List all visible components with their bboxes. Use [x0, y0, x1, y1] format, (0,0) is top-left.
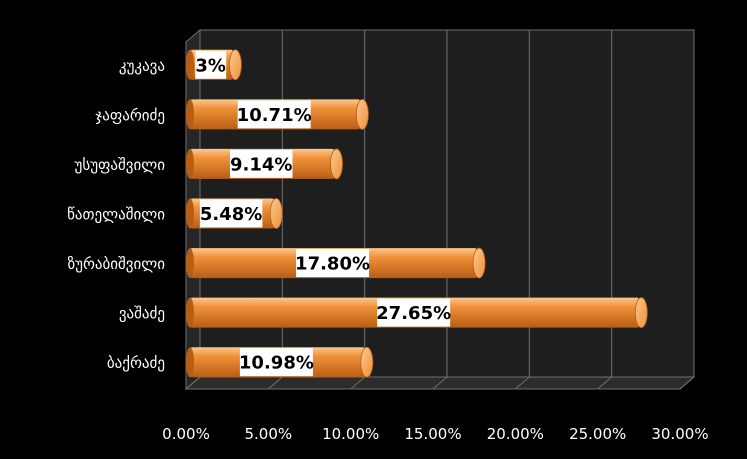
bar-end-cap	[472, 247, 486, 279]
bar-end-cap	[269, 198, 283, 229]
data-label-text: 3%	[195, 55, 226, 76]
bar-start-cap	[186, 198, 194, 229]
bar-end-cap	[360, 346, 374, 378]
category-label: უსუფაშვილი	[75, 156, 166, 174]
data-label: 5.48%	[199, 199, 263, 228]
data-label-text: 27.65%	[376, 303, 451, 324]
category-label: ვაშაძე	[119, 305, 165, 323]
data-label-text: 10.71%	[237, 105, 312, 126]
bar-start-cap	[186, 248, 194, 279]
data-label-box	[239, 348, 313, 377]
data-label-box	[296, 249, 370, 278]
x-tick-label: 5.00%	[245, 425, 293, 443]
y-axis-categories: ბაქრაძე ვაშაძე ზურაბიშვილი წათელაშილი უსუფაშ…	[67, 57, 165, 372]
data-label: 17.80%	[295, 249, 370, 278]
bar-end-cap	[228, 49, 242, 81]
grid-line-floor	[185, 376, 201, 390]
data-label: 27.65%	[376, 298, 451, 327]
x-axis-ticks: 0.00% 5.00% 10.00% 15.00% 20.00% 25.00% 30.00%	[162, 425, 708, 443]
category-label: ბაქრაძე	[107, 354, 165, 372]
bar-start-cap	[186, 99, 194, 130]
data-label-text: 9.14%	[230, 154, 292, 175]
data-label-text: 17.80%	[295, 254, 370, 275]
category-label: ჯაფარიძე	[95, 106, 165, 124]
x-tick-label: 30.00%	[651, 425, 708, 443]
category-label: ზურაბიშვილი	[68, 255, 166, 273]
data-label: 10.98%	[239, 348, 314, 377]
category-label: კუკავა	[119, 57, 165, 75]
data-labels: 10.98% 27.65% 17.80% 5.48% 9.14% 10.71% 3%	[195, 50, 451, 377]
x-tick-label: 10.00%	[322, 425, 379, 443]
data-label-box	[237, 100, 311, 129]
data-label: 10.71%	[237, 100, 312, 129]
bar-end-cap	[355, 98, 369, 130]
data-label-text: 5.48%	[200, 204, 262, 225]
category-label: წათელაშილი	[67, 206, 165, 224]
x-tick-label: 25.00%	[569, 425, 626, 443]
data-label: 3%	[195, 50, 227, 79]
data-label-box	[377, 298, 451, 327]
bar-start-cap	[186, 148, 194, 179]
data-label: 9.14%	[230, 149, 293, 178]
data-label-box	[199, 199, 263, 228]
grid-line-floor	[679, 376, 695, 390]
grid-line-floor	[268, 376, 283, 390]
grid-line-floor	[350, 376, 365, 390]
x-tick-label: 0.00%	[162, 425, 210, 443]
grid-line-floor	[515, 376, 530, 390]
bar-start-cap	[186, 49, 194, 80]
x-tick-label: 15.00%	[404, 425, 461, 443]
data-label-text: 10.98%	[239, 353, 314, 374]
data-label-box	[230, 149, 293, 178]
bar-end-cap	[330, 148, 343, 180]
grid-line-floor	[597, 376, 612, 390]
bar-end-cap	[634, 297, 648, 329]
bar-start-cap	[186, 347, 194, 378]
x-tick-label: 20.00%	[487, 425, 544, 443]
bar-start-cap	[186, 297, 194, 328]
grid-line-floor	[432, 376, 448, 390]
data-label-box	[195, 50, 227, 79]
